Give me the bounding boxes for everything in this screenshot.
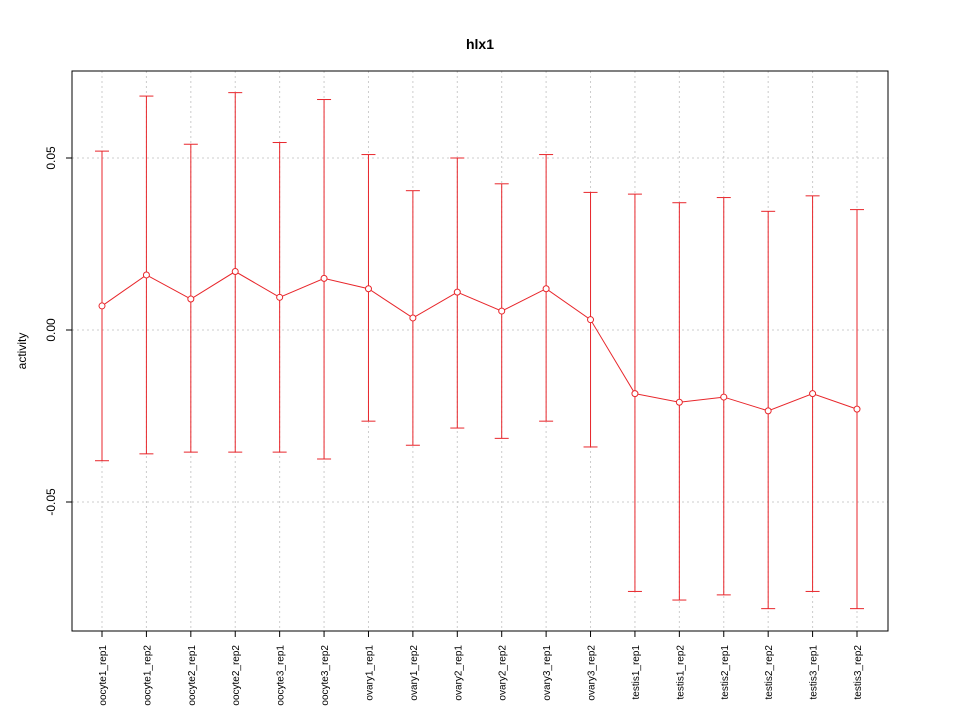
x-tick-label: ovary1_rep2 xyxy=(409,645,420,701)
data-point xyxy=(631,390,639,398)
data-point xyxy=(409,314,417,322)
data-point xyxy=(142,271,150,279)
data-point xyxy=(231,268,239,276)
x-tick-label: ovary1_rep1 xyxy=(364,645,375,701)
data-point xyxy=(675,398,683,406)
x-tick-label: oocyte2_rep1 xyxy=(187,645,198,706)
x-tick-label: testis1_rep1 xyxy=(631,645,642,700)
data-point xyxy=(364,285,372,293)
x-tick-label: testis1_rep2 xyxy=(675,645,686,700)
y-tick-label: 0.05 xyxy=(44,146,58,170)
x-tick-label: oocyte2_rep2 xyxy=(231,645,242,706)
data-point xyxy=(98,302,106,310)
x-tick-label: ovary2_rep1 xyxy=(453,645,464,701)
data-point xyxy=(809,390,817,398)
x-axis: oocyte1_rep1 oocyte1_rep2 oocyte2_rep1 oocy… xyxy=(98,631,864,706)
y-tick-label: -0.05 xyxy=(44,488,58,516)
data-point xyxy=(453,288,461,296)
x-tick-label: ovary3_rep1 xyxy=(542,645,553,701)
data-point xyxy=(276,293,284,301)
x-tick-label: testis3_rep2 xyxy=(853,645,864,700)
x-tick-label: oocyte3_rep2 xyxy=(320,645,331,706)
data-point xyxy=(720,393,728,401)
plot-frame xyxy=(71,70,889,632)
data-point xyxy=(587,316,595,324)
series xyxy=(95,92,864,610)
data-point xyxy=(498,307,506,315)
x-tick-label: testis2_rep2 xyxy=(764,645,775,700)
data-point xyxy=(187,295,195,303)
x-tick-label: oocyte3_rep1 xyxy=(276,645,287,706)
x-tick-label: ovary3_rep2 xyxy=(587,645,598,701)
data-point xyxy=(853,405,861,413)
x-tick-label: testis2_rep1 xyxy=(720,645,731,700)
chart-title: hlx1 xyxy=(466,36,494,52)
series-line xyxy=(101,270,858,412)
x-tick-label: oocyte1_rep1 xyxy=(98,645,109,706)
x-tick-label: testis3_rep1 xyxy=(809,645,820,700)
x-tick-label: oocyte1_rep2 xyxy=(142,645,153,706)
data-point xyxy=(542,285,550,293)
grid xyxy=(72,71,888,631)
y-tick-label: 0.00 xyxy=(44,318,58,342)
x-tick-label: ovary2_rep2 xyxy=(498,645,509,701)
data-point xyxy=(320,274,328,282)
y-axis: -0.05 0.00 0.05 xyxy=(44,146,72,516)
y-axis-label: activity xyxy=(15,333,29,370)
data-point xyxy=(764,407,772,415)
